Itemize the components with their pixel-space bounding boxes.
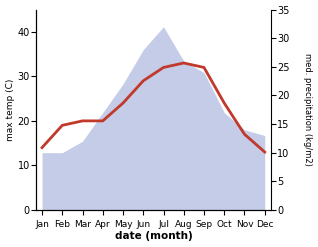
Y-axis label: max temp (C): max temp (C) [5, 79, 15, 141]
Y-axis label: med. precipitation (kg/m2): med. precipitation (kg/m2) [303, 53, 313, 166]
X-axis label: date (month): date (month) [114, 231, 192, 242]
